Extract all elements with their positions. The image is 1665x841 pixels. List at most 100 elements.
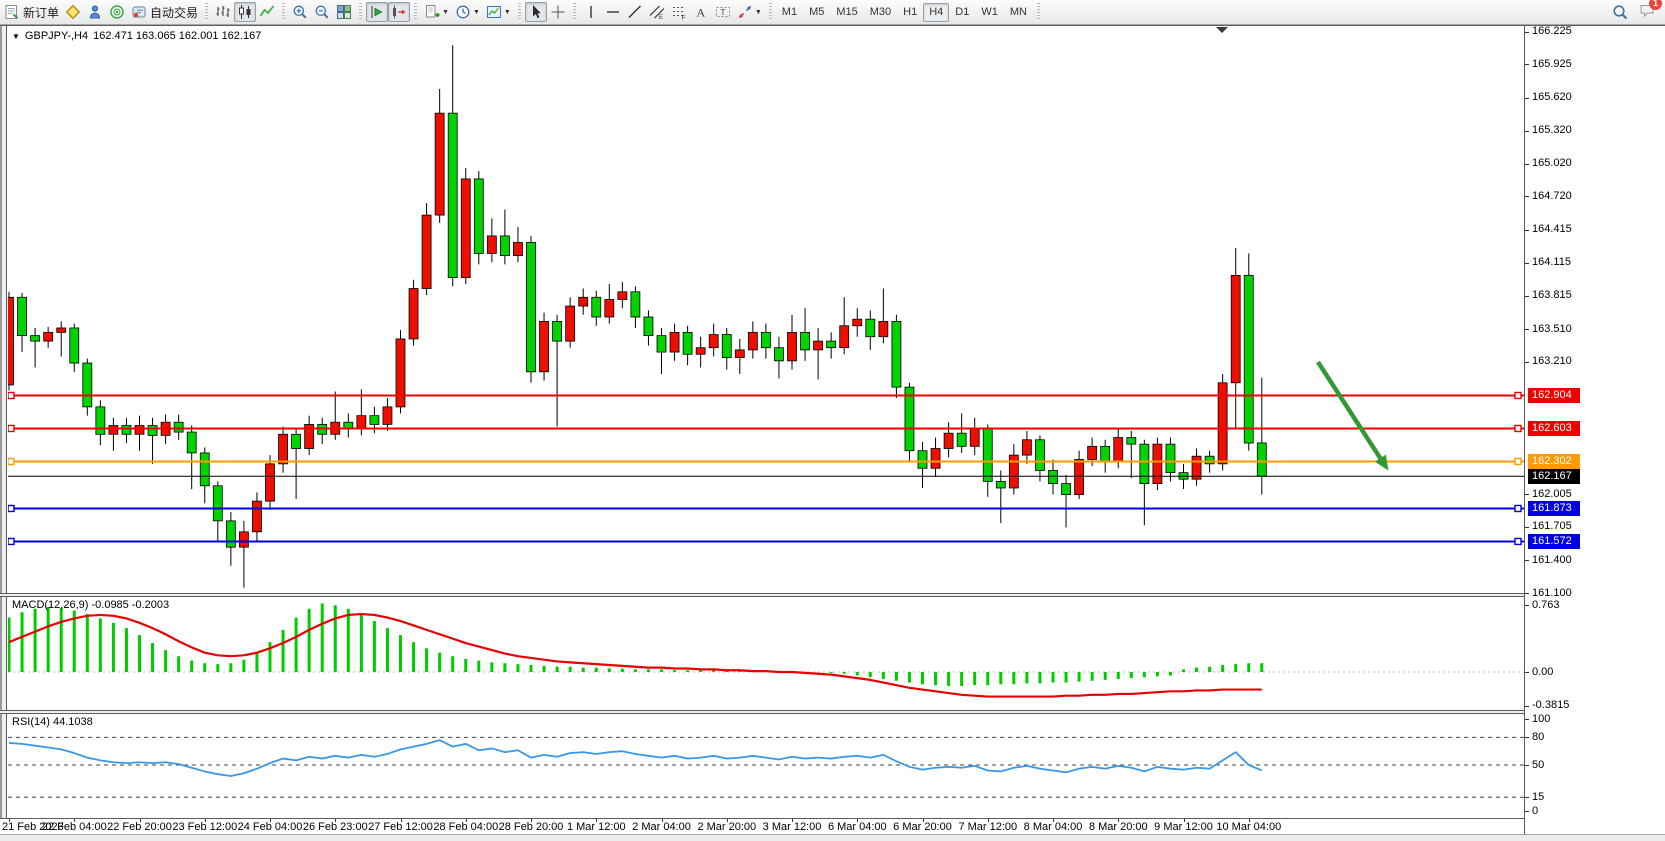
auto-scroll-icon (391, 4, 407, 20)
auto-scroll-button[interactable] (388, 2, 411, 22)
vertical-line-tool-button[interactable] (580, 2, 602, 22)
rsi-tick (1525, 811, 1529, 812)
time-tick (270, 819, 271, 822)
timeframe-D1-button[interactable]: D1 (955, 6, 970, 18)
time-tick (531, 819, 532, 822)
cursor-tool-button[interactable] (524, 2, 547, 22)
crosshair-tool-button[interactable] (547, 2, 569, 22)
horizontal-scrollbar[interactable] (0, 835, 1665, 841)
candle-chart-mode-button[interactable] (234, 2, 257, 22)
zoom-out-button[interactable] (311, 2, 333, 22)
text-tool-button[interactable]: A (690, 2, 712, 22)
rsi-tick (1525, 719, 1529, 720)
timeframe-M15-button[interactable]: M15 (836, 6, 858, 18)
time-axis[interactable]: 21 Feb 2023 22 Feb 04:00 22 Feb 20:00 23 Fe… (0, 819, 1665, 834)
pane-splitter-macd[interactable] (0, 593, 1665, 597)
timeframe-MN-button[interactable]: MN (1009, 6, 1027, 18)
templates-menu-icon (486, 4, 502, 20)
navigator-button[interactable] (106, 2, 128, 22)
rsi-value: 44.1038 (52, 716, 93, 728)
price-axis[interactable]: 166.225 165.925 165.620 165.320 165.020 164.7… (1524, 25, 1665, 834)
hline-162.603[interactable] (8, 424, 1524, 433)
line-chart-mode-button[interactable] (256, 2, 278, 22)
macd-tick (1525, 672, 1529, 673)
toolbar-separator (414, 3, 418, 21)
market-watch-button[interactable] (84, 2, 106, 22)
price-badge-162.904: 162.904 (1528, 388, 1580, 403)
price-tick-label: 163.210 (1532, 355, 1572, 368)
channel-tool-icon: E (649, 4, 665, 20)
new-chart-button[interactable] (62, 2, 84, 22)
chart-shift-button[interactable] (366, 2, 389, 22)
bar-chart-mode-button[interactable] (212, 2, 234, 22)
hline-162.904[interactable] (8, 391, 1524, 400)
timeframe-H4-button[interactable]: H4 (923, 2, 950, 22)
chevron-down-icon[interactable]: ▼ (503, 8, 511, 16)
time-tick-label: 8 Mar 04:00 (1023, 821, 1083, 833)
price-tick (1525, 97, 1529, 99)
auto-trading-button[interactable]: 自动交易 (128, 2, 201, 22)
price-tick (1525, 361, 1529, 363)
rsi-tick-label: 0 (1532, 804, 1539, 817)
time-tick (1248, 819, 1250, 822)
timeframe-M30-button[interactable]: M30 (869, 6, 892, 18)
horizontal-line-tool-button[interactable] (602, 2, 624, 22)
rsi-tick-label: 15 (1532, 790, 1545, 803)
price-tick-label: 162.005 (1532, 487, 1572, 500)
tile-windows-button[interactable] (333, 2, 355, 22)
templates-menu-button[interactable]: ▼ (483, 2, 514, 22)
notifications-button[interactable]: 1 (1639, 0, 1662, 23)
toolbar-separator (205, 3, 209, 21)
rsi-label: RSI(14) 44.1038 (12, 716, 93, 728)
timeframe-M5-button[interactable]: M5 (809, 6, 825, 18)
periods-menu-button[interactable]: ▼ (452, 2, 483, 22)
arrows-tool-button[interactable]: ▼ (734, 2, 765, 22)
price-tick (1525, 329, 1529, 331)
price-tick-label: 164.415 (1532, 223, 1572, 236)
new-order-button[interactable]: 新订单 (1, 2, 62, 22)
toolbar-separator (282, 3, 286, 21)
chart-title: ▼ GBPJPY-,H4 162.471 163.065 162.001 162… (12, 30, 261, 42)
pane-splitter-rsi[interactable] (0, 710, 1665, 714)
auto-trading-label: 自动交易 (150, 5, 199, 20)
zoom-in-button[interactable] (289, 2, 311, 22)
timeframe-H1-button[interactable]: H1 (903, 6, 918, 18)
search-button[interactable] (1609, 2, 1631, 22)
timeframe-M1-button[interactable]: M1 (781, 6, 798, 18)
hline-161.572[interactable] (8, 537, 1524, 546)
macd-name: MACD(12,26,9) (12, 599, 89, 611)
arrow-annotation[interactable] (1316, 360, 1389, 471)
chevron-down-icon[interactable]: ▼ (754, 8, 762, 16)
channel-tool-button[interactable]: E (646, 2, 668, 22)
time-tick (987, 819, 989, 822)
collapse-triangle-icon[interactable]: ▼ (12, 31, 20, 41)
toolbar: 新订单 自动交易 ▼ ▼ ▼ E F A T ▼ M1 M5 M15 M30 H1 H4 D1 W1 MN 1 (0, 0, 1665, 25)
fibonacci-tool-button[interactable]: F (668, 2, 690, 22)
timeframe-W1-button[interactable]: W1 (981, 6, 998, 18)
price-tick-label: 164.720 (1532, 189, 1572, 202)
chevron-down-icon[interactable]: ▼ (472, 8, 480, 16)
macd-pane[interactable] (8, 597, 1524, 710)
navigator-icon (109, 4, 125, 20)
svg-text:A: A (696, 6, 705, 20)
svg-text:T: T (720, 8, 725, 17)
hline-161.873[interactable] (8, 504, 1524, 513)
text-label-tool-button[interactable]: T (712, 2, 734, 22)
new-order-menu-button[interactable]: ▼ (421, 2, 452, 22)
vertical-line-tool-icon (583, 4, 599, 20)
chevron-down-icon[interactable]: ▼ (442, 8, 449, 16)
price-tick-label: 163.815 (1532, 289, 1572, 302)
trendline-tool-button[interactable] (624, 2, 646, 22)
time-tick (204, 819, 206, 822)
price-tick-label: 165.620 (1532, 91, 1572, 104)
time-tick-label: 24 Feb 04:00 (237, 821, 303, 833)
market-watch-icon (87, 4, 103, 20)
notification-badge: 1 (1649, 0, 1662, 10)
rsi-pane[interactable] (8, 714, 1524, 818)
price-pane[interactable] (8, 26, 1524, 593)
text-tool-icon: A (693, 4, 709, 20)
price-tick-label: 165.320 (1532, 124, 1572, 137)
chart-shift-marker-icon[interactable] (1216, 27, 1228, 33)
hline-162.302[interactable] (8, 457, 1524, 466)
price-badge-162.603: 162.603 (1528, 421, 1580, 436)
